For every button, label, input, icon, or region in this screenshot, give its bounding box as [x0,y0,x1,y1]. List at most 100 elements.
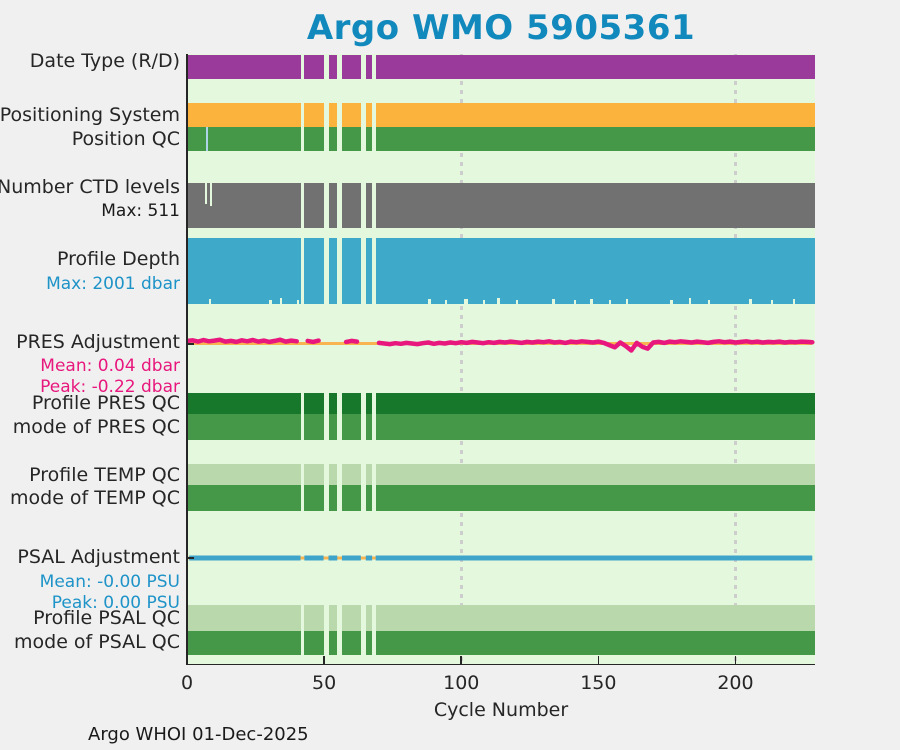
positioning-system-bar [328,103,338,127]
mode-pres-qc-bar [304,414,324,440]
profile-temp-qc-bar [328,464,338,485]
gridline-100 [459,54,463,665]
positioning-system-bar [341,103,361,127]
label-position-qc: Position QC [71,128,180,150]
profile-temp-qc-bar [341,464,361,485]
profile-pres-qc-bar [375,393,815,414]
profile-pres-qc-bar [328,393,338,414]
date-type-bar [341,55,361,79]
position-qc-bar [365,127,373,151]
profile-psal-qc-bar [365,605,373,631]
mode-psal-qc-bar [341,631,361,655]
x-tick-50 [323,656,325,665]
pres-adjustment-line [187,337,815,353]
label-pres-adjustment: PRES Adjustment [16,331,180,353]
mode-pres-qc-bar [365,414,373,440]
profile-depth-bar [365,238,373,304]
profile-temp-qc-bar [187,464,301,485]
profile-temp-qc-bar [304,464,324,485]
label-mode-psal-qc: mode of PSAL QC [14,631,180,653]
gridline-200 [733,54,737,665]
credit-text: Argo WHOI 01-Dec-2025 [88,724,309,745]
label-psal-adjustment: PSAL Adjustment [17,546,180,568]
mode-temp-qc-bar [365,485,373,511]
profile-pres-qc-bar [304,393,324,414]
mode-pres-qc-bar [187,414,301,440]
profile-depth-bar [375,238,815,304]
profile-depth-bar-notch [496,298,500,304]
mode-pres-qc-bar [328,414,338,440]
profile-depth-bar-notch [296,300,299,304]
x-tick-150 [597,656,600,665]
x-tick-0 [186,656,188,665]
date-type-bar [187,55,301,79]
mode-pres-qc-bar [341,414,361,440]
ctd-levels-bar [365,183,373,228]
mode-temp-qc-bar [328,485,338,511]
chart-title: Argo WMO 5905361 [306,8,696,48]
position-qc-bar [375,127,815,151]
mode-psal-qc-bar [328,631,338,655]
profile-depth-bar-notch [771,300,774,304]
profile-depth-bar-notch [749,299,753,304]
bottom-spine [186,663,815,665]
profile-psal-qc-bar [341,605,361,631]
profile-depth-bar-notch [708,300,711,304]
mode-temp-qc-bar [304,485,324,511]
label-pres-mean: Mean: 0.04 dbar [40,356,180,376]
profile-depth-bar [341,238,361,304]
x-tick-label-150: 150 [580,672,617,694]
left-spine [186,54,188,665]
profile-depth-bar [328,238,338,304]
label-positioning-system: Positioning System [0,104,180,126]
positioning-system-bar [187,103,301,127]
x-tick-label-50: 50 [312,672,337,694]
profile-psal-qc-bar [375,605,815,631]
mode-temp-qc-bar [187,485,301,511]
date-type-bar [375,55,815,79]
psal-adjustment-line-y-tick [187,557,194,559]
profile-depth-bar-notch [688,298,691,304]
profile-depth-bar-notch [208,299,211,304]
label-profile-psal-qc: Profile PSAL QC [33,607,180,629]
positioning-system-bar [365,103,373,127]
x-tick-100 [460,656,462,665]
profile-depth-bar-notch [590,299,594,304]
date-type-bar [304,55,324,79]
profile-depth-bar-notch [551,299,555,304]
ctd-levels-bar [304,183,324,228]
label-profile-depth: Profile Depth [57,248,180,270]
mode-temp-qc-bar [375,485,815,511]
x-axis-label: Cycle Number [433,699,569,721]
profile-depth-bar-notch [669,300,673,304]
label-psal-peak: Peak: 0.00 PSU [51,593,180,613]
profile-pres-qc-bar [341,393,361,414]
profile-psal-qc-bar [187,605,301,631]
label-profile-temp-qc: Profile TEMP QC [29,464,180,486]
adjustment-lines-layer [187,337,815,561]
profile-depth-bar-notch [428,299,432,304]
x-tick-label-100: 100 [443,672,480,694]
profile-psal-qc-bar [328,605,338,631]
profile-temp-qc-bar [375,464,815,485]
profile-psal-qc-bar [304,605,324,631]
label-date-type: Date Type (R/D) [29,50,180,72]
date-type-bar [328,55,338,79]
mode-psal-qc-bar [304,631,324,655]
mode-psal-qc-bar [187,631,301,655]
mode-pres-qc-bar [375,414,815,440]
profile-depth-bar-notch [463,299,468,304]
positioning-system-bar [375,103,815,127]
ctd-levels-bar [375,183,815,228]
ctd-levels-bar [328,183,338,228]
x-tick-label-0: 0 [180,672,194,694]
profile-depth-bar-notch [280,298,283,304]
label-mode-pres-qc: mode of PRES QC [12,416,180,438]
label-ctd-max: Max: 511 [101,201,180,221]
profile-depth-bar [187,238,301,304]
label-depth-max: Max: 2001 dbar [46,274,180,294]
position-qc-bar [328,127,338,151]
ctd-levels-bar [341,183,361,228]
profile-pres-qc-bar [365,393,373,414]
